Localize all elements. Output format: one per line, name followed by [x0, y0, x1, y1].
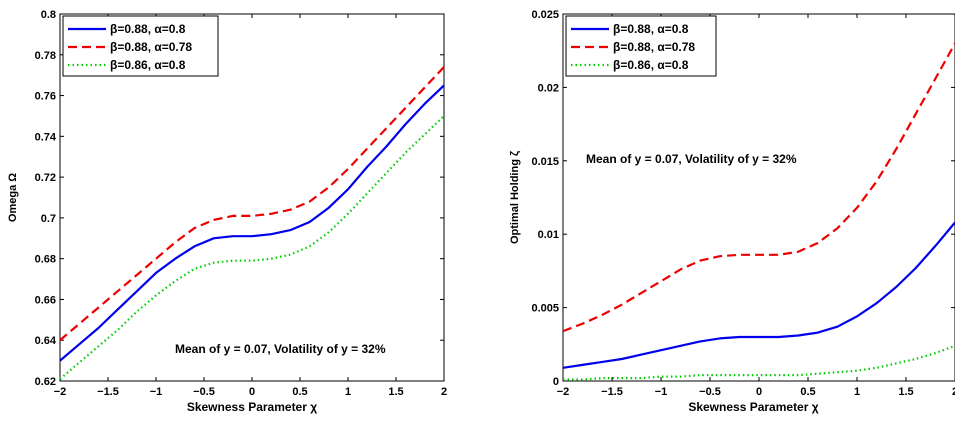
y-tick-label: 0.64	[35, 335, 57, 347]
y-tick-label: 0	[553, 376, 559, 388]
y-tick-label: 0.76	[35, 91, 56, 103]
x-tick-label: 0	[249, 386, 255, 398]
x-tick-label: 1	[854, 386, 860, 398]
legend-label-1: β=0.88, α=0.8	[613, 22, 689, 36]
y-tick-label: 0.68	[35, 254, 56, 266]
annotation-text: Mean of y = 0.07, Volatility of y = 32%	[586, 152, 797, 166]
y-tick-label: 0.72	[35, 172, 56, 184]
x-tick-label: −0.5	[193, 386, 215, 398]
series-line-2	[59, 66, 445, 342]
x-tick-label: −1.5	[97, 386, 119, 398]
y-axis-label: Optimal Holding ζ	[509, 151, 521, 244]
x-tick-label: −2	[557, 386, 570, 398]
x-tick-label: 0.5	[292, 386, 307, 398]
chart-panel-2: −2 −1.5 −1 −0.5 0 0.5 1 1.5 2 0 0.005 0.01 0.015 0.02…	[509, 9, 955, 414]
x-tick-label: 1.5	[388, 386, 403, 398]
legend-label-3: β=0.86, α=0.8	[613, 58, 689, 72]
legend-label-3: β=0.86, α=0.8	[110, 58, 186, 72]
legend: β=0.88, α=0.8 β=0.88, α=0.78 β=0.86, α=0.8	[62, 15, 219, 77]
x-tick-label: 0	[756, 386, 762, 398]
x-tick-label: 2	[952, 386, 955, 398]
y-tick-label: 0.7	[41, 213, 56, 225]
y-tick-label: 0.015	[531, 156, 559, 168]
y-tick-label: 0.02	[538, 82, 559, 94]
series-line-3	[563, 344, 955, 381]
legend: β=0.88, α=0.8 β=0.88, α=0.78 β=0.86, α=0.8	[565, 15, 717, 77]
series-line-1	[562, 221, 955, 369]
x-tick-label: −1	[150, 386, 163, 398]
legend-label-1: β=0.88, α=0.8	[110, 22, 186, 36]
x-tick-label: −2	[54, 386, 67, 398]
x-axis-label: Skewness Parameter χ	[688, 400, 818, 414]
y-tick-label: 0.78	[35, 50, 56, 62]
y-tick-label: 0.74	[35, 131, 57, 143]
series-line-1	[59, 84, 445, 362]
y-tick-label: 0.005	[531, 303, 559, 315]
y-axis-label: Omega Ω	[7, 173, 19, 222]
legend-label-2: β=0.88, α=0.78	[110, 40, 192, 54]
x-tick-label: −1.5	[601, 386, 623, 398]
x-tick-label: 1	[345, 386, 351, 398]
annotation-text: Mean of y = 0.07, Volatility of y = 32%	[175, 342, 386, 356]
legend-label-2: β=0.88, α=0.78	[613, 40, 695, 54]
y-tick-label: 0.62	[35, 376, 56, 388]
x-tick-label: −1	[655, 386, 668, 398]
series-line-3	[59, 115, 445, 380]
y-tick-label: 0.66	[35, 294, 56, 306]
legend-box	[62, 15, 219, 77]
x-axis-label: Skewness Parameter χ	[187, 400, 317, 414]
series-line-2	[562, 42, 955, 333]
chart-panel-1: −2 −1.5 −1 −0.5 0 0.5 1 1.5 2 0.62 0.64 0.66 0.68 0.7…	[7, 9, 447, 414]
y-tick-label: 0.01	[538, 229, 559, 241]
x-tick-label: 2	[441, 386, 447, 398]
y-tick-label: 0.8	[41, 9, 56, 21]
x-tick-label: −0.5	[699, 386, 721, 398]
y-tick-label: 0.025	[531, 9, 559, 21]
x-tick-label: 1.5	[898, 386, 913, 398]
x-tick-label: 0.5	[800, 386, 815, 398]
